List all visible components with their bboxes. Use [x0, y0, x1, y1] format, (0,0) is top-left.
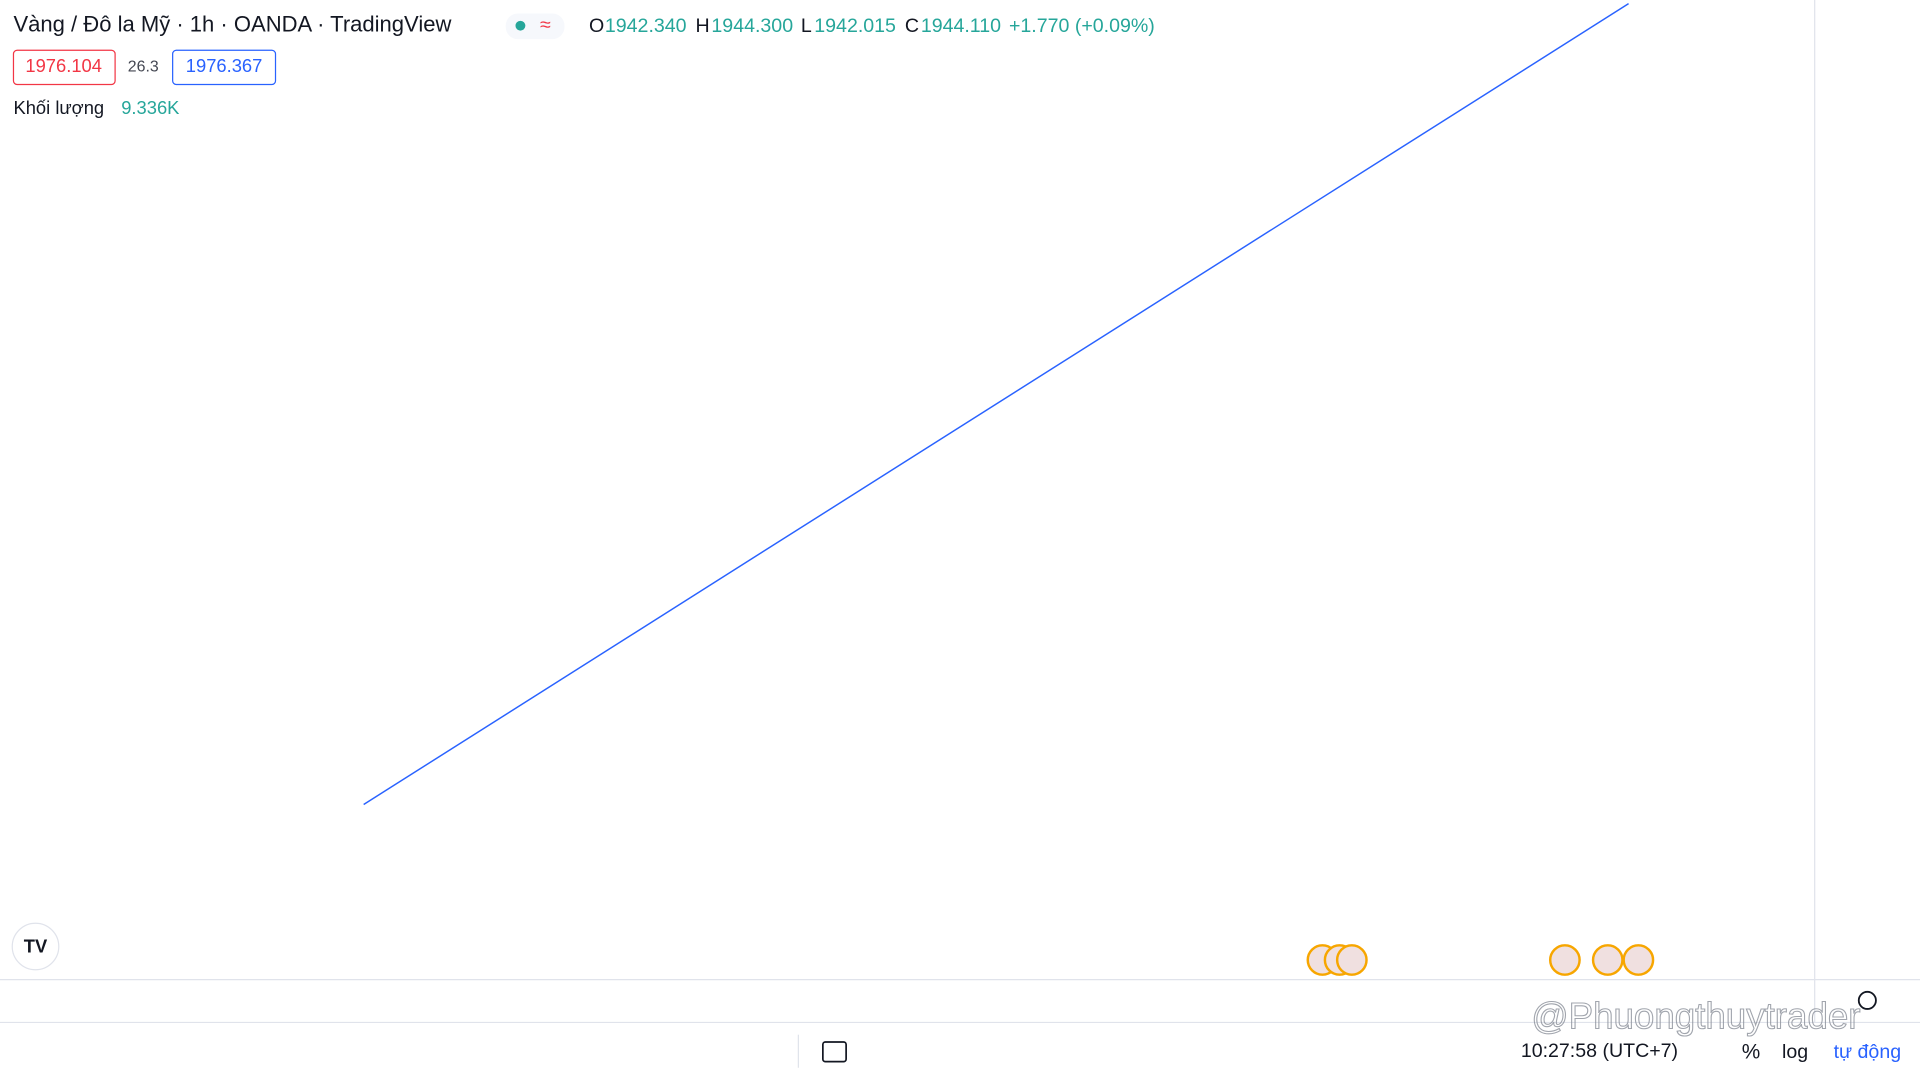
event-icon[interactable]: [1335, 944, 1368, 976]
percent-toggle[interactable]: %: [1742, 1041, 1760, 1064]
status-pill: [505, 13, 565, 40]
status-icon: ≈: [540, 14, 551, 36]
trend-line[interactable]: [363, 3, 1629, 806]
log-toggle[interactable]: log: [1782, 1041, 1808, 1063]
event-icon[interactable]: [1622, 944, 1655, 976]
drawings: [363, 3, 1629, 806]
watermark: @Phuongthuytrader: [1531, 995, 1860, 1036]
ask-box[interactable]: [172, 49, 277, 86]
tv-logo[interactable]: [11, 922, 60, 971]
settings-icon[interactable]: [1857, 990, 1877, 1010]
change: +1.770 (+0.09%): [1009, 15, 1155, 37]
symbol-title: Vàng / Đô la Mỹ · 1h · OANDA · TradingVi…: [13, 12, 451, 37]
status-dot: [515, 20, 526, 31]
volume-label: Khối lượng: [13, 97, 104, 118]
event-icon[interactable]: [1548, 944, 1581, 976]
close: 1944.110: [921, 15, 1001, 37]
event-icons: [1306, 944, 1655, 976]
high: 1944.300: [711, 15, 793, 37]
event-icon[interactable]: [1591, 944, 1624, 976]
auto-toggle[interactable]: tự động: [1834, 1041, 1902, 1063]
bid: 1976.104: [25, 55, 102, 76]
tv-logo-text: TV: [24, 936, 48, 957]
bid-box[interactable]: [12, 49, 116, 86]
open: 1942.340: [605, 15, 687, 37]
o-key: O: [589, 15, 604, 37]
clock: 10:27:58 (UTC+7): [1521, 1040, 1678, 1062]
h-key: H: [696, 15, 710, 37]
date-range-icon[interactable]: [822, 1041, 847, 1063]
spread: 26.3: [128, 59, 159, 76]
volume-value: 9.336K: [121, 97, 180, 118]
ask: 1976.367: [186, 55, 263, 76]
c-key: C: [905, 15, 919, 37]
low: 1942.015: [814, 15, 896, 37]
l-key: L: [801, 15, 812, 37]
